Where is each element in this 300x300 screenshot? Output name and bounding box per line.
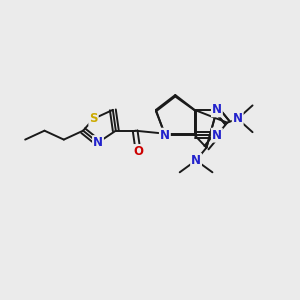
Text: S: S — [89, 112, 98, 125]
Text: N: N — [93, 136, 103, 149]
Text: O: O — [133, 145, 143, 158]
Text: N: N — [191, 154, 201, 167]
Text: N: N — [160, 129, 170, 142]
Text: N: N — [212, 103, 222, 116]
Text: N: N — [212, 129, 222, 142]
Text: N: N — [233, 112, 243, 125]
